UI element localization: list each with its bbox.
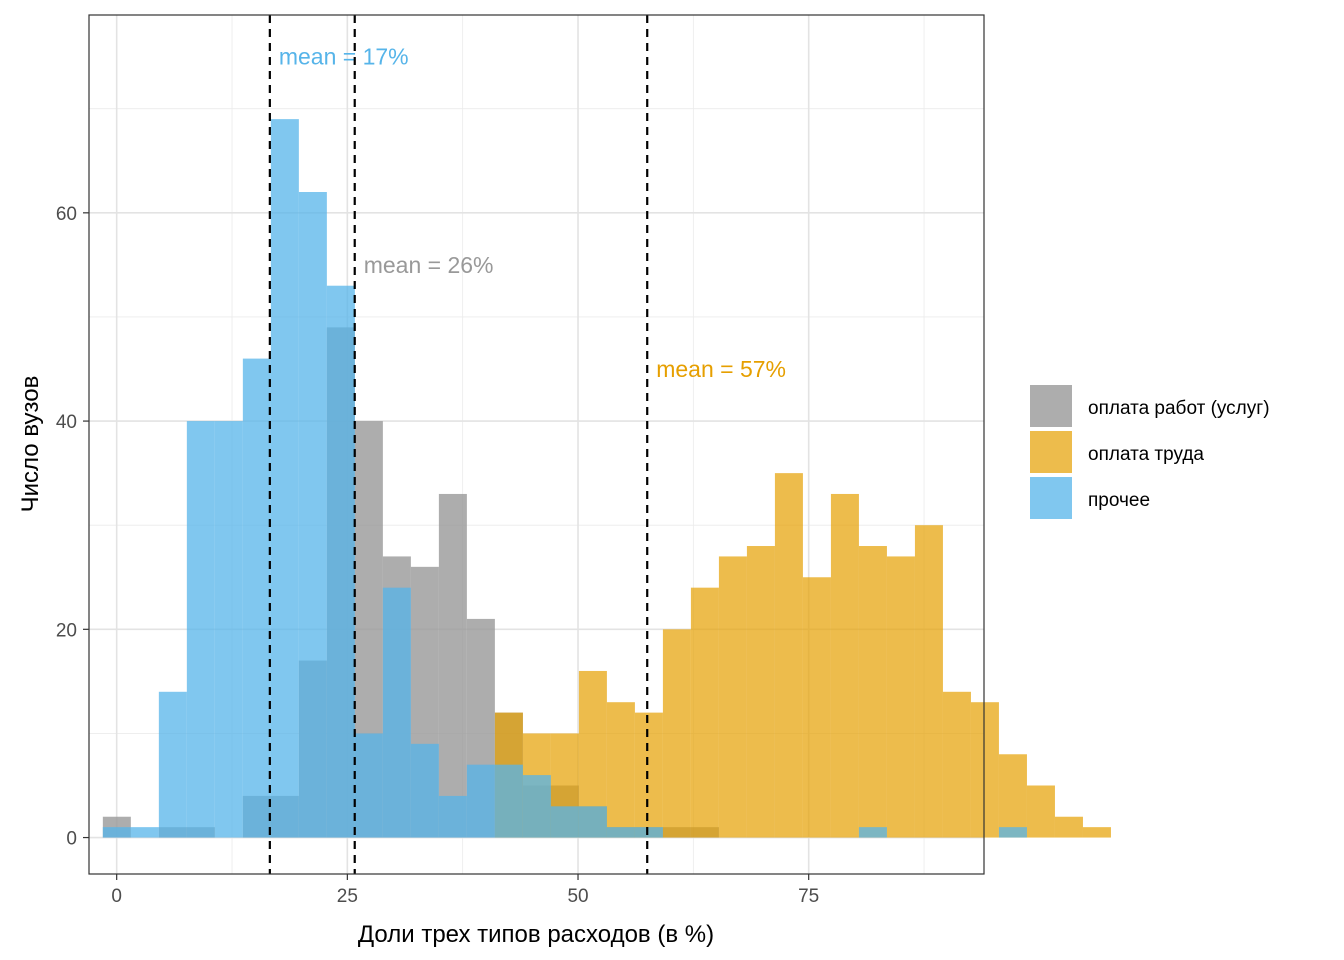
histogram-bar	[914, 525, 943, 838]
histogram-bar	[214, 421, 243, 838]
histogram-bar	[102, 827, 131, 838]
histogram-bar	[466, 764, 495, 838]
legend-key-other	[1030, 477, 1072, 519]
histogram-bar	[522, 775, 551, 838]
series-1	[494, 473, 1111, 838]
histogram-bar	[1054, 816, 1083, 838]
panel-border	[88, 14, 985, 875]
histogram-bar	[718, 556, 747, 838]
histogram-bar	[1026, 785, 1055, 838]
mean-label: mean = 57%	[656, 356, 786, 382]
histogram-bar	[802, 577, 831, 838]
histogram-bar	[858, 546, 887, 838]
x-axis-ticks: 0 25 50 75	[111, 874, 819, 907]
histogram-bar	[382, 587, 411, 838]
x-tick-label: 0	[111, 886, 122, 907]
histogram-bar	[438, 493, 467, 838]
legend-key-services	[1030, 385, 1072, 427]
histogram-bar	[410, 743, 439, 838]
histogram-bar	[606, 827, 635, 838]
histogram-bar	[746, 546, 775, 838]
x-axis-title: Доли трех типов расходов (в %)	[358, 921, 714, 948]
legend-label-labor: оплата труда	[1088, 444, 1204, 465]
histogram-bar	[858, 827, 887, 838]
histogram-bar	[438, 795, 467, 838]
histogram-bar	[690, 587, 719, 838]
histogram-bar	[494, 764, 523, 838]
histogram-bar	[774, 473, 803, 838]
series-2	[102, 119, 1027, 838]
histogram-bar	[606, 702, 635, 838]
histogram-bar	[942, 691, 971, 838]
legend-label-services: оплата работ (услуг)	[1088, 398, 1270, 419]
histogram-bar	[970, 702, 999, 838]
y-tick-label: 0	[66, 829, 77, 850]
y-tick-label: 20	[56, 620, 77, 641]
histogram-bar	[550, 806, 579, 838]
histogram-bar	[130, 827, 159, 838]
mean-lines: mean = 17% mean = 26% mean = 57%	[268, 15, 786, 874]
histogram-bar	[830, 493, 859, 838]
y-tick-label: 60	[56, 204, 77, 225]
histogram-bar	[998, 754, 1027, 838]
y-axis-ticks: 0 20 40 60	[56, 204, 89, 850]
histogram-bar	[578, 806, 607, 838]
histogram-bar	[326, 285, 355, 838]
y-tick-label: 40	[56, 412, 77, 433]
histogram-bar	[886, 556, 915, 838]
mean-label: mean = 17%	[279, 44, 409, 70]
x-tick-label: 50	[567, 886, 588, 907]
legend-key-labor	[1030, 431, 1072, 473]
legend-label-other: прочее	[1088, 490, 1150, 511]
x-tick-label: 25	[337, 886, 358, 907]
histogram-bar	[634, 827, 663, 838]
histogram-bar	[270, 119, 299, 838]
histogram-bar	[242, 358, 271, 838]
histogram-bar	[186, 421, 215, 838]
histogram-bar	[1082, 827, 1111, 838]
histogram-bar	[158, 691, 187, 838]
x-tick-label: 75	[798, 886, 819, 907]
histogram-bar	[354, 733, 383, 838]
legend: оплата работ (услуг) оплата труда прочее	[1030, 385, 1270, 519]
histogram-bar	[662, 629, 691, 838]
histogram-bar	[298, 192, 327, 838]
histogram-bar	[634, 712, 663, 838]
histogram-bars	[102, 119, 1111, 838]
histogram-bar	[998, 827, 1027, 838]
y-axis-title: Число вузов	[17, 376, 44, 513]
mean-label: mean = 26%	[364, 252, 494, 278]
